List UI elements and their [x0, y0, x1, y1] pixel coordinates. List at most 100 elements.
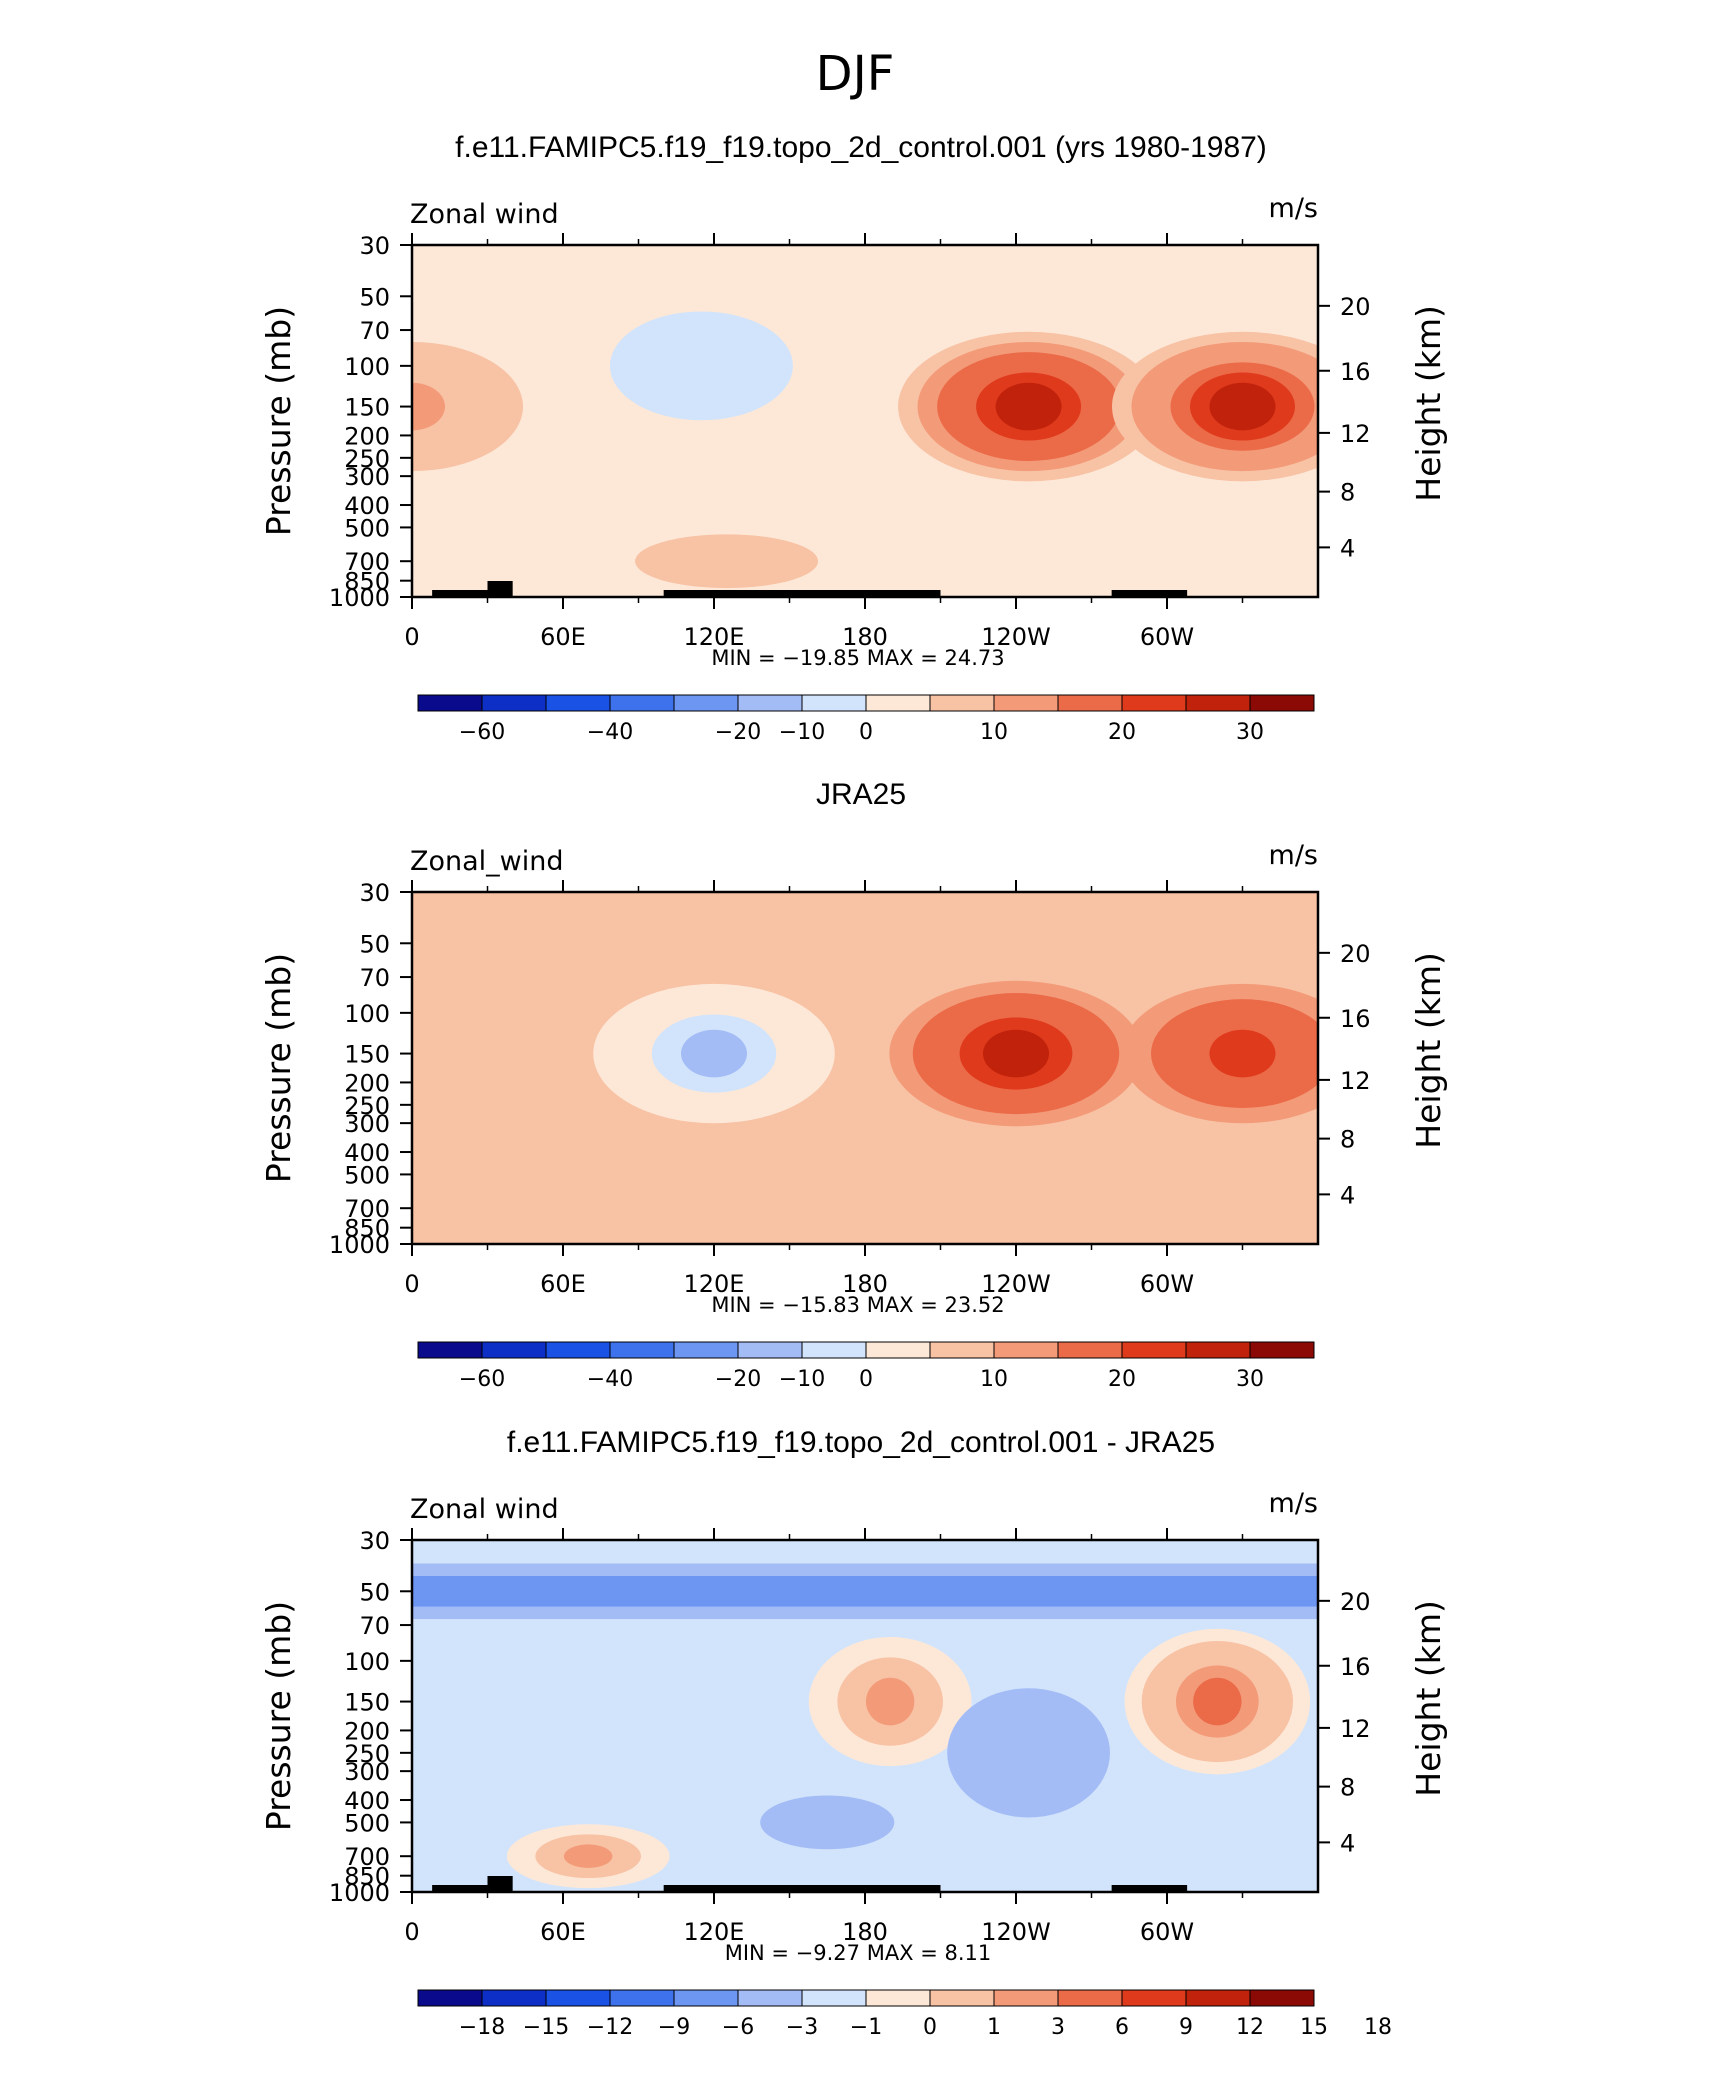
colorbar-label: 30	[1236, 1367, 1264, 1392]
x-tick-label: 60E	[540, 623, 586, 651]
contour-level	[1004, 1729, 1053, 1777]
y-tick-label: 250	[344, 1092, 390, 1120]
x-tick-label: 0	[404, 623, 419, 651]
right-axis-label: Height (km)	[1409, 1600, 1448, 1797]
colorbar-box	[417, 1341, 483, 1359]
y-tick-label: 400	[344, 1787, 390, 1815]
y-tick-label: 300	[344, 1110, 390, 1138]
variable-label: Zonal_wind	[410, 846, 564, 877]
topography-mask	[1111, 1885, 1188, 1892]
variable-label: Zonal wind	[410, 199, 559, 230]
colorbar-label: −40	[587, 1367, 633, 1392]
colorbar-label: 10	[980, 720, 1008, 745]
colorbar-label: −12	[587, 2015, 633, 2040]
topography-mask	[487, 1876, 513, 1892]
colorbar-box	[417, 694, 483, 712]
y-axis-label: Pressure (mb)	[259, 306, 298, 536]
x-tick-label: 60W	[1140, 623, 1194, 651]
colorbar-box	[673, 694, 739, 712]
y-tick-label: 200	[344, 422, 390, 450]
colorbar-label: 9	[1179, 2015, 1193, 2040]
chart-panel-1: f.e11.FAMIPC5.f19_f19.topo_2d_control.00…	[259, 131, 1448, 745]
colorbar-label: −15	[523, 2015, 569, 2040]
colorbar-label: 15	[1300, 2015, 1328, 2040]
colorbar-label: 0	[859, 720, 873, 745]
y-tick-label: 70	[359, 317, 390, 345]
colorbar-box	[481, 1989, 547, 2007]
y-tick-label: 50	[359, 1578, 390, 1606]
contour-level	[865, 1677, 915, 1726]
x-tick-label: 60W	[1140, 1918, 1194, 1946]
colorbar-label: 20	[1108, 1367, 1136, 1392]
colorbar-box	[993, 1341, 1059, 1359]
colorbar-box	[737, 694, 803, 712]
colorbar-label: −9	[658, 2015, 690, 2040]
x-tick-label: 60E	[540, 1270, 586, 1298]
contour-level	[563, 1844, 613, 1868]
y-tick-label: 400	[344, 1139, 390, 1167]
colorbar-label: −6	[722, 2015, 754, 2040]
contour-level	[681, 1029, 747, 1078]
x-tick-label: 180	[842, 623, 888, 651]
height-tick-label: 4	[1340, 534, 1355, 562]
colorbar-label: 1	[987, 2015, 1001, 2040]
y-tick-label: 30	[359, 1527, 390, 1555]
y-tick-label: 50	[359, 930, 390, 958]
colorbar-box	[929, 1341, 995, 1359]
panel-title: f.e11.FAMIPC5.f19_f19.topo_2d_control.00…	[455, 131, 1267, 164]
y-tick-label: 300	[344, 463, 390, 491]
y-axis-label: Pressure (mb)	[259, 1601, 298, 1831]
colorbar-label: −20	[715, 1367, 761, 1392]
units-label: m/s	[1269, 840, 1318, 871]
colorbar-box	[673, 1989, 739, 2007]
colorbar-label: −1	[850, 2015, 882, 2040]
y-tick-label: 100	[344, 1648, 390, 1676]
x-tick-label: 60E	[540, 1918, 586, 1946]
contour-field	[412, 892, 1318, 1244]
x-tick-label: 60W	[1140, 1270, 1194, 1298]
x-tick-label: 120E	[684, 1918, 745, 1946]
colorbar-box	[1057, 1989, 1123, 2007]
y-tick-label: 70	[359, 1612, 390, 1640]
right-axis-label: Height (km)	[1409, 952, 1448, 1149]
y-tick-label: 850	[344, 1863, 390, 1891]
colorbar-box	[481, 694, 547, 712]
y-tick-label: 200	[344, 1717, 390, 1745]
colorbar-box	[1185, 1989, 1251, 2007]
colorbar-box	[801, 1341, 867, 1359]
colorbar-label: −60	[459, 720, 505, 745]
y-tick-label: 1000	[329, 584, 390, 612]
y-tick-label: 150	[344, 394, 390, 422]
height-tick-label: 12	[1340, 1067, 1371, 1095]
height-tick-label: 4	[1340, 1181, 1355, 1209]
panel-title: f.e11.FAMIPC5.f19_f19.topo_2d_control.00…	[507, 1426, 1215, 1459]
units-label: m/s	[1269, 193, 1318, 224]
topography-mask	[663, 1885, 941, 1892]
variable-label: Zonal wind	[410, 1494, 559, 1525]
colorbar-box	[609, 1341, 675, 1359]
colorbar-box	[865, 1341, 931, 1359]
x-tick-label: 180	[842, 1270, 888, 1298]
x-tick-label: 120E	[684, 623, 745, 651]
contour-level	[1209, 382, 1276, 431]
height-tick-label: 8	[1340, 1774, 1355, 1802]
figure-title: DJF	[816, 46, 895, 102]
topography-mask	[487, 581, 513, 597]
colorbar-box	[737, 1341, 803, 1359]
height-tick-label: 16	[1340, 358, 1371, 386]
topography-mask	[432, 590, 508, 597]
y-axis-label: Pressure (mb)	[259, 953, 298, 1183]
colorbar-label: 6	[1115, 2015, 1129, 2040]
x-tick-label: 120W	[981, 623, 1051, 651]
colorbar-label: −10	[779, 1367, 825, 1392]
chart-panel-3: f.e11.FAMIPC5.f19_f19.topo_2d_control.00…	[259, 1426, 1448, 2040]
y-tick-label: 400	[344, 492, 390, 520]
contour-band	[412, 1575, 1318, 1607]
height-tick-label: 4	[1340, 1829, 1355, 1857]
panel-title: JRA25	[816, 778, 906, 811]
y-tick-label: 30	[359, 879, 390, 907]
colorbar-box	[993, 1989, 1059, 2007]
y-tick-label: 250	[344, 1740, 390, 1768]
x-tick-label: 180	[842, 1918, 888, 1946]
